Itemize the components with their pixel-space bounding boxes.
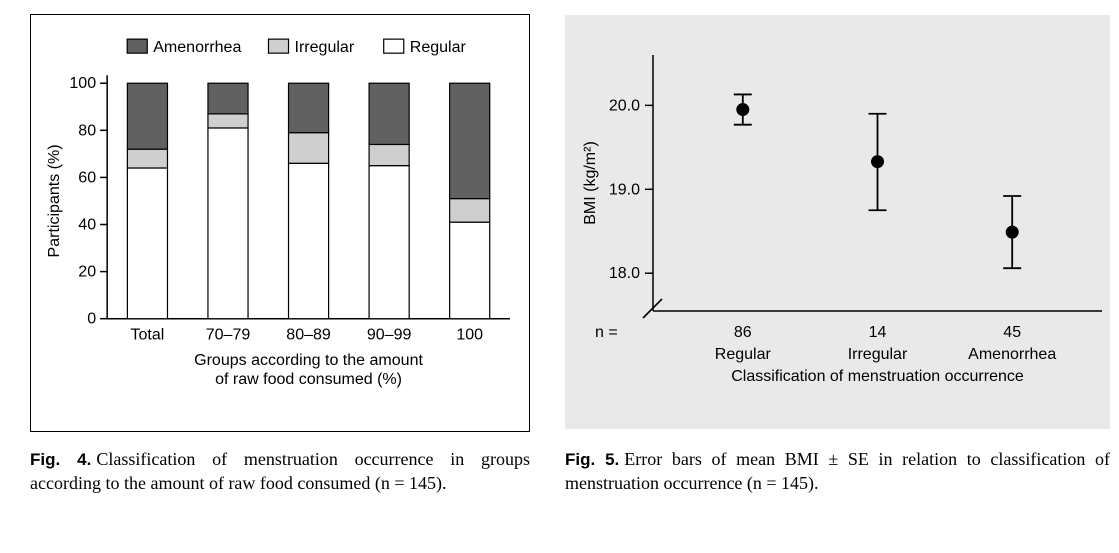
fig5-x-axis-title: Classification of menstruation occurrenc… [731,368,1024,385]
fig4-figure-box: Amenorrhea Irregular Regular 0 20 40 60 80 100 To… [30,14,530,432]
fig4-legend-label: Amenorrhea [153,38,241,56]
fig4-legend-label: Irregular [295,38,355,56]
fig4-bar-segment-regular [287,162,330,320]
fig5-caption: Fig. 5. Error bars of mean BMI ± SE in re… [565,448,1110,496]
fig4-legend-swatch-regular [383,38,405,54]
fig4-bar-segment-regular [207,127,249,320]
fig5-x-category-label: Irregular [848,346,908,363]
fig5-caption-text: Error bars of mean BMI ± SE in relation … [565,449,1110,493]
fig5-chart: 18.0 19.0 20.0 86 Regular 14 Irregular 45 Amenor… [582,55,1102,385]
fig4-bar-segment-amenorrhea [207,82,249,115]
fig4-y-tick-label: 80 [78,121,96,139]
fig4-bar-segment-irregular [287,132,330,164]
fig5-n-value: 14 [869,324,887,341]
fig4-x-axis-title: of raw food consumed (%) [215,370,402,388]
fig4-y-tick-label: 40 [78,216,96,234]
fig4-bar-segment-irregular [449,197,491,223]
fig5-y-tick-label: 19.0 [609,181,640,198]
fig4-bar-segment-amenorrhea [287,82,330,134]
fig4-bar-segment-irregular [207,113,249,129]
fig5-mean-point [736,103,750,117]
fig4-bar-segment-regular [368,165,410,320]
fig4-chart: Amenorrhea Irregular Regular 0 20 40 60 80 100 To… [45,38,510,388]
fig5-figure-panel: 18.0 19.0 20.0 86 Regular 14 Irregular 45 Amenor… [565,15,1110,429]
fig5-y-axis-title: BMI (kg/m²) [582,141,599,225]
fig4-bar-segment-regular [126,167,169,320]
fig4-caption-text: Classification of menstruation occurrenc… [30,449,530,493]
fig4-bar-segment-amenorrhea [449,82,491,200]
fig5-mean-point [1005,225,1019,239]
fig4-y-tick-label: 20 [78,263,96,281]
fig4-caption-label: Fig. 4. [30,450,92,469]
fig5-n-value: 86 [734,324,752,341]
fig4-legend-label: Regular [410,38,467,56]
fig4-x-category-label: 70–79 [206,326,251,344]
fig5-n-label: n = [595,324,618,341]
fig5-mean-point [871,155,884,169]
fig4-y-tick-label: 100 [69,74,96,92]
fig5-caption-label: Fig. 5. [565,450,620,469]
fig4-bar-segment-irregular [368,143,410,167]
fig4-bar-segment-amenorrhea [126,82,169,150]
fig4-x-category-label: 90–99 [367,326,412,344]
fig4-y-tick-label: 0 [87,310,96,328]
fig4-caption: Fig. 4. Classification of menstruation oc… [30,448,530,496]
fig4-bar-segment-irregular [126,148,169,169]
fig4-legend-swatch-amenorrhea [126,38,148,54]
fig5-x-category-label: Amenorrhea [968,346,1056,363]
fig5-n-value: 45 [1003,324,1021,341]
fig5-axis-break [642,298,663,319]
fig4-y-axis-title: Participants (%) [45,144,63,257]
fig5-y-tick-label: 18.0 [609,265,640,282]
fig4-bar-segment-amenorrhea [368,82,410,146]
fig4-x-category-label: 100 [456,326,483,344]
fig4-x-axis-title: Groups according to the amount [194,351,423,369]
fig4-bar-segment-regular [449,221,491,320]
fig4-x-category-label: 80–89 [286,326,331,344]
fig5-y-tick-label: 20.0 [609,97,640,114]
fig4-legend-swatch-irregular [267,38,290,54]
fig4-x-category-label: Total [131,326,165,344]
fig5-x-category-label: Regular [715,346,772,363]
fig4-y-tick-label: 60 [78,168,96,186]
